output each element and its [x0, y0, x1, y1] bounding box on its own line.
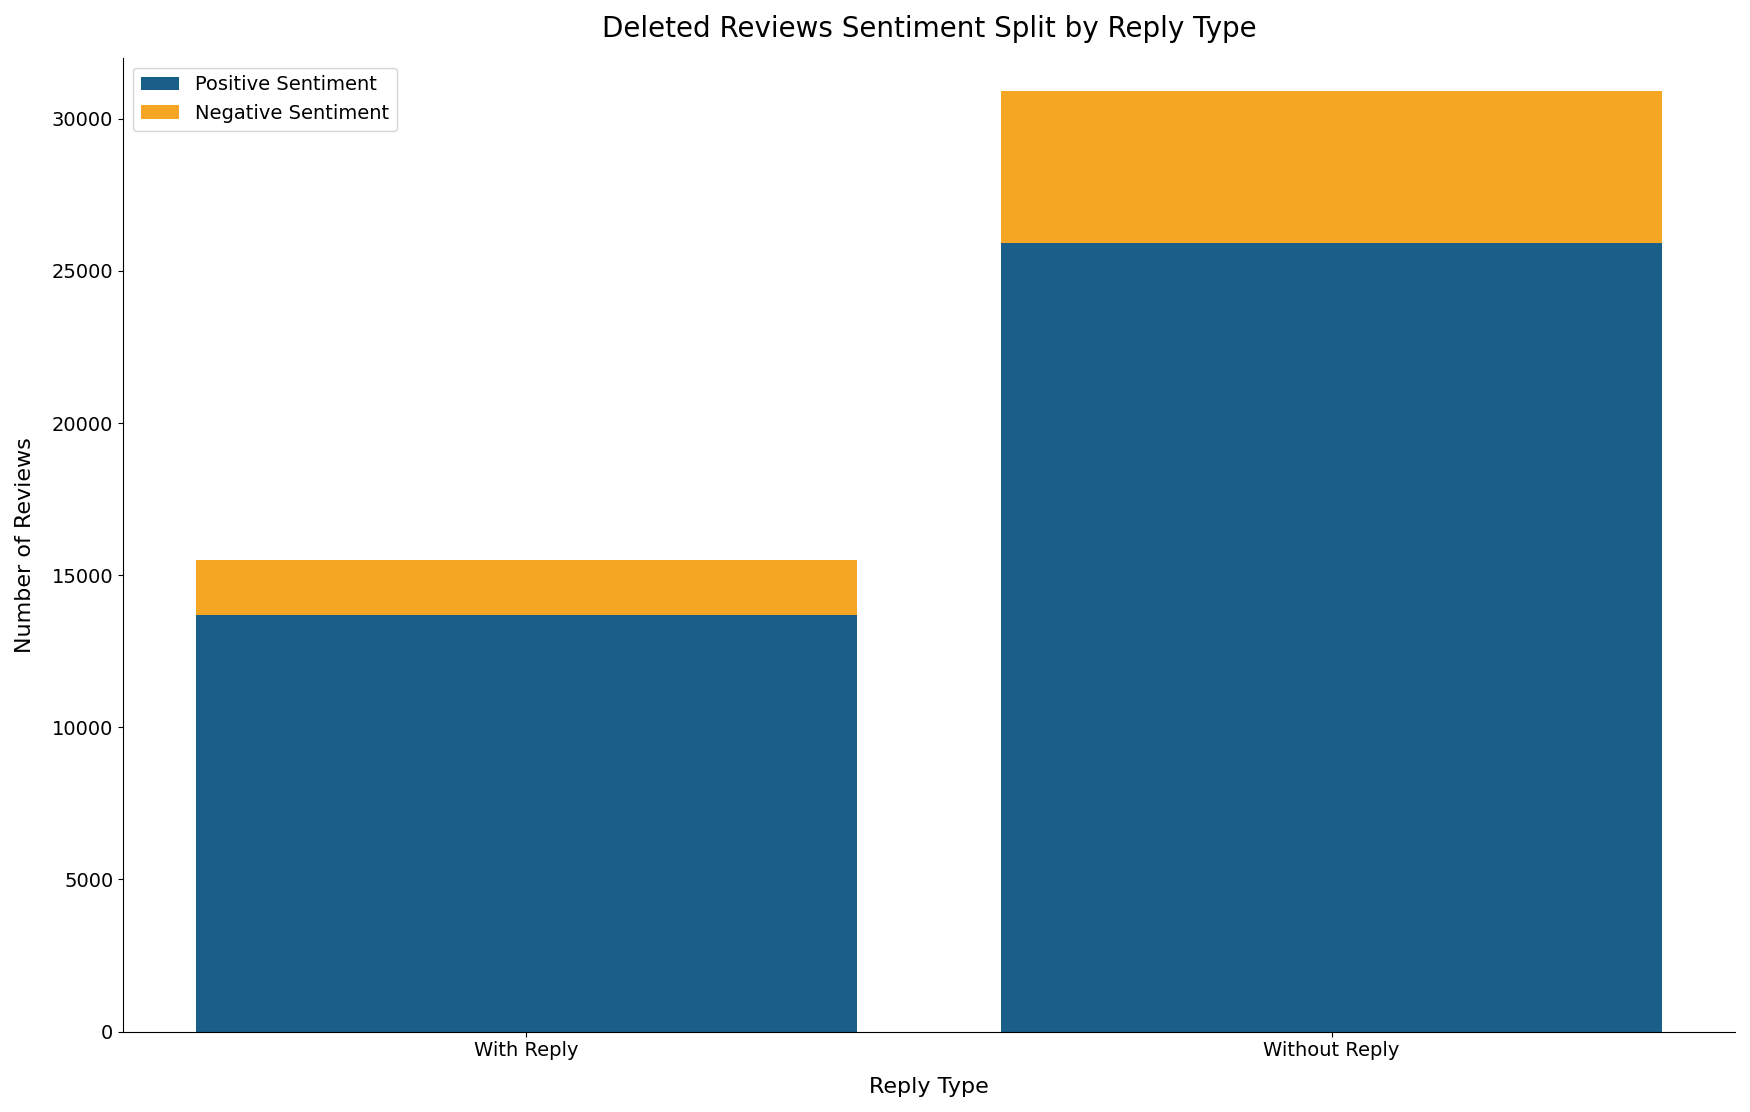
- Bar: [196, 560, 856, 615]
- Bar: [1001, 244, 1662, 1032]
- Legend: Positive Sentiment, Negative Sentiment: Positive Sentiment, Negative Sentiment: [133, 68, 397, 131]
- Title: Deleted Reviews Sentiment Split by Reply Type: Deleted Reviews Sentiment Split by Reply…: [602, 14, 1256, 43]
- Bar: [196, 615, 856, 1032]
- Bar: [1001, 91, 1662, 244]
- X-axis label: Reply Type: Reply Type: [870, 1078, 989, 1098]
- Y-axis label: Number of Reviews: Number of Reviews: [16, 437, 35, 653]
